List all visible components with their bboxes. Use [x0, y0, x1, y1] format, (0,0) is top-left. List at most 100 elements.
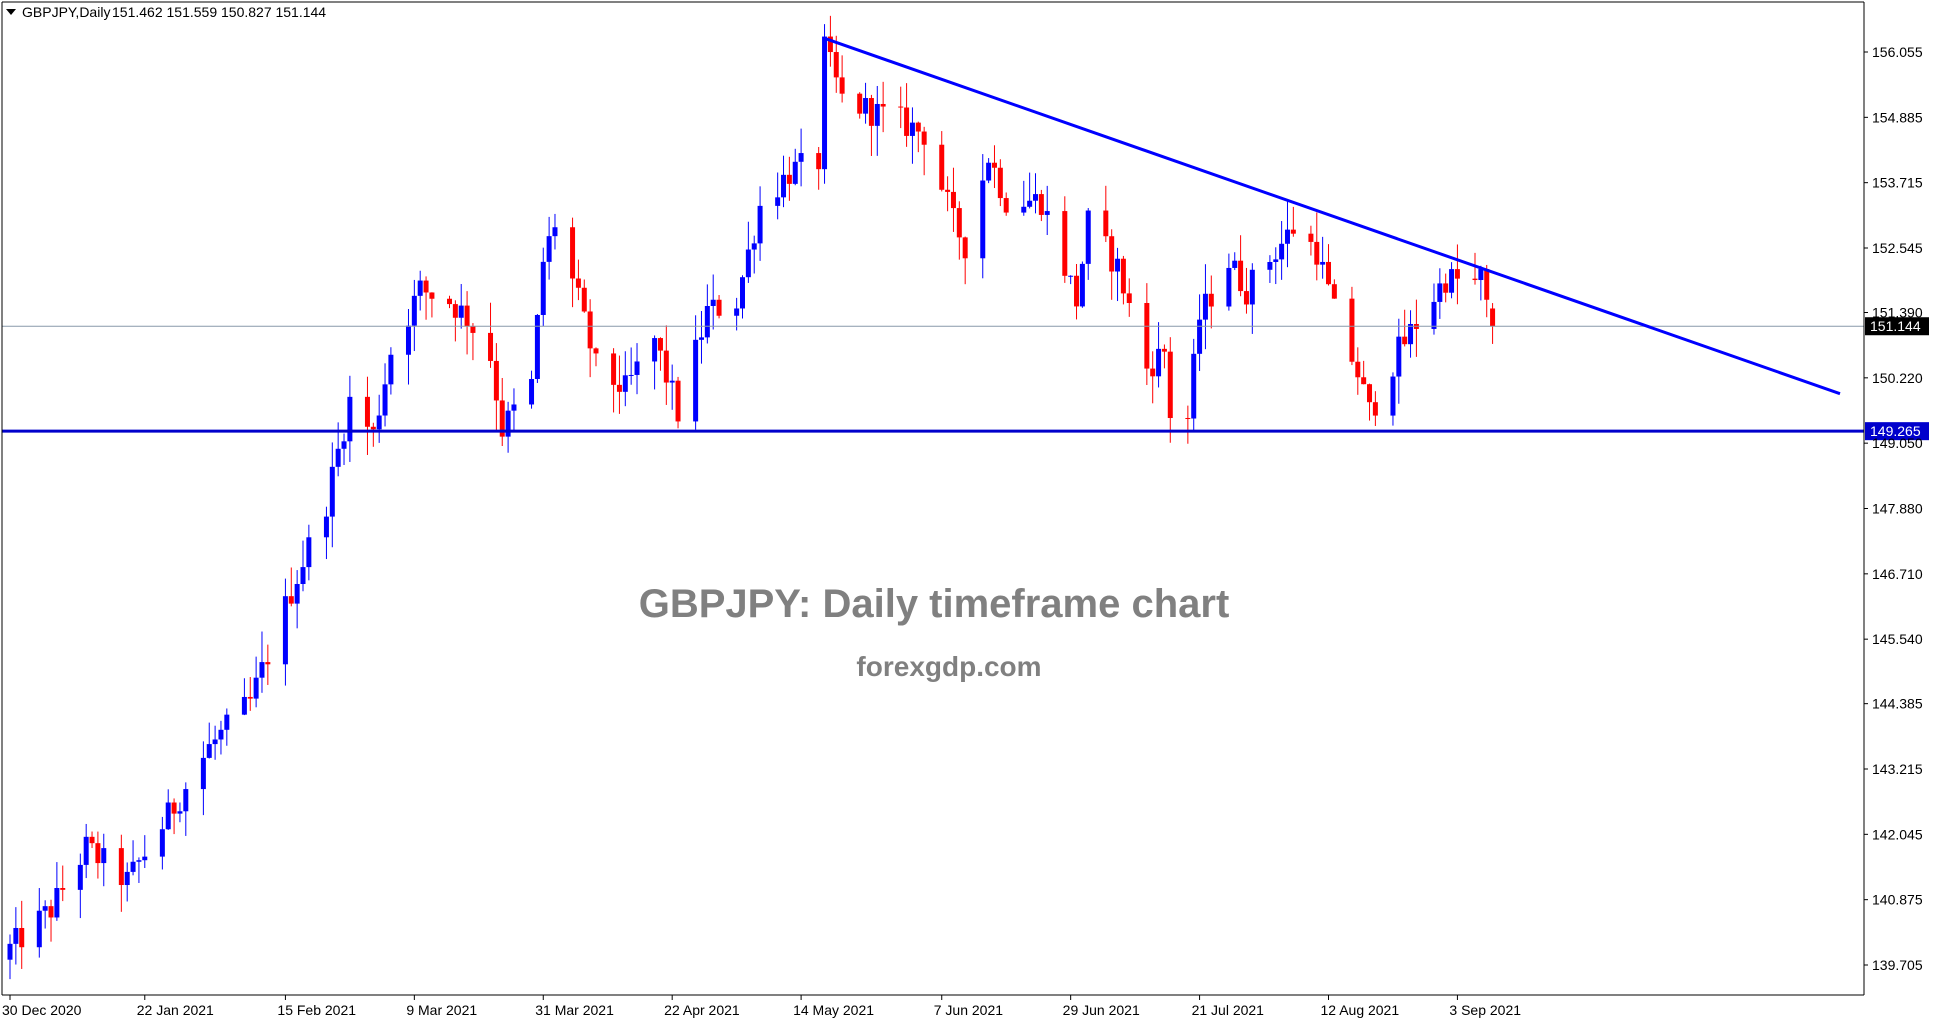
bear-candle — [921, 131, 927, 145]
bear-candle — [898, 106, 904, 108]
bull-candle — [7, 943, 13, 960]
bear-candle — [1109, 236, 1115, 272]
bull-candle — [1226, 267, 1232, 307]
bear-candle — [839, 77, 845, 94]
bull-candle — [458, 305, 464, 318]
bull-candle — [698, 337, 704, 340]
price-tick-label: 153.715 — [1872, 175, 1923, 191]
bull-candle — [534, 314, 540, 379]
bull-candle — [634, 361, 640, 375]
bull-candle — [1021, 206, 1027, 213]
bear-candle — [581, 287, 587, 312]
triangle-down-icon[interactable] — [6, 9, 16, 15]
bull-candle — [1320, 261, 1326, 265]
descending-trendline[interactable] — [824, 36, 1841, 396]
bear-candle — [89, 836, 95, 844]
bear-candle — [1003, 198, 1009, 213]
date-tick-label: 3 Sep 2021 — [1449, 1002, 1521, 1018]
bull-candle — [165, 802, 171, 830]
bear-candle — [247, 696, 253, 699]
date-tick-label: 15 Feb 2021 — [277, 1002, 356, 1018]
date-tick-label: 22 Jan 2021 — [137, 1002, 214, 1018]
price-tick-label: 154.885 — [1872, 109, 1923, 125]
bear-candle — [1331, 284, 1337, 299]
bull-candle — [382, 384, 388, 416]
bull-candle — [511, 404, 517, 411]
bear-candle — [1243, 291, 1249, 305]
bear-candle — [1361, 377, 1367, 385]
bear-candle — [1314, 241, 1320, 265]
bull-candle — [710, 299, 716, 306]
bull-candle — [300, 567, 306, 584]
bull-candle — [622, 375, 628, 392]
bull-candle — [781, 174, 787, 198]
bull-candle — [1478, 269, 1484, 281]
bear-candle — [1150, 368, 1156, 377]
bear-candle — [962, 237, 968, 259]
bull-candle — [405, 325, 411, 355]
date-tick-label: 29 Jun 2021 — [1063, 1002, 1140, 1018]
bear-candle — [1074, 275, 1080, 307]
bull-candle — [36, 910, 42, 948]
price-tick-label: 140.875 — [1872, 892, 1923, 908]
bull-candle — [101, 848, 107, 864]
bull-candle — [529, 378, 535, 405]
bear-candle — [816, 153, 822, 170]
lines-group: 151.144 149.265 — [2, 36, 1929, 441]
watermark-title: GBPJPY: Daily timeframe chart — [639, 582, 1230, 626]
bull-candle — [329, 466, 335, 517]
bull-candle — [347, 396, 353, 442]
bear-candle — [827, 36, 833, 53]
bull-candle — [218, 729, 224, 740]
bull-candle — [628, 374, 634, 376]
bull-candle — [1449, 269, 1455, 293]
date-tick-label: 22 Apr 2021 — [664, 1002, 740, 1018]
bull-candle — [200, 757, 206, 790]
bear-candle — [1161, 348, 1167, 352]
bear-candle — [118, 848, 124, 886]
bull-candle — [1396, 336, 1402, 377]
bull-candle — [505, 410, 511, 437]
bull-candle — [775, 197, 781, 206]
bull-candle — [669, 380, 675, 383]
bull-candle — [124, 871, 130, 886]
bear-candle — [95, 843, 101, 864]
bull-candle — [77, 864, 83, 890]
bear-candle — [1443, 283, 1449, 293]
bear-candle — [364, 396, 370, 427]
bull-candle — [1085, 210, 1091, 264]
bull-candle — [552, 227, 558, 237]
bull-candle — [734, 308, 740, 316]
bear-candle — [171, 802, 177, 814]
price-tick-label: 144.385 — [1872, 696, 1923, 712]
bull-candle — [546, 236, 552, 262]
date-tick-label: 21 Jul 2021 — [1192, 1002, 1265, 1018]
bear-candle — [1062, 211, 1068, 276]
bull-candle — [54, 888, 60, 918]
bull-candle — [253, 677, 259, 699]
price-tick-label: 147.880 — [1872, 501, 1923, 517]
current-price-badge — [1865, 317, 1929, 336]
bull-candle — [1431, 301, 1437, 329]
bull-candle — [1279, 243, 1285, 260]
bear-candle — [1126, 293, 1132, 304]
bear-candle — [488, 332, 494, 361]
bull-candle — [652, 338, 658, 362]
bear-candle — [833, 52, 839, 78]
bull-candle — [417, 280, 423, 296]
bull-candle — [693, 339, 699, 422]
bear-candle — [1038, 194, 1044, 215]
date-tick-label: 12 Aug 2021 — [1321, 1002, 1400, 1018]
bear-candle — [575, 278, 581, 288]
bear-candle — [950, 191, 956, 209]
bear-candle — [868, 98, 874, 126]
bull-candle — [751, 243, 757, 250]
price-tick-label: 156.055 — [1872, 44, 1923, 60]
bear-candle — [904, 107, 910, 136]
bull-candle — [757, 205, 763, 244]
bear-candle — [1208, 293, 1214, 307]
bull-candle — [83, 836, 89, 865]
price-tick-label: 145.540 — [1872, 631, 1923, 647]
